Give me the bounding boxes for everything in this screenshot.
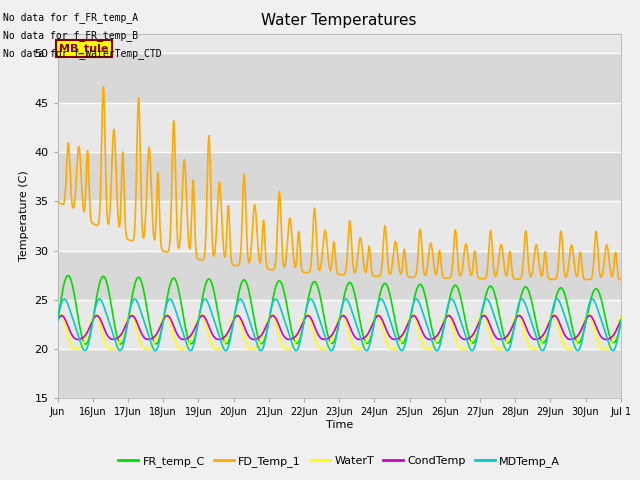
Bar [58, 201, 621, 251]
Text: MB_tule: MB_tule [60, 43, 109, 54]
Text: No data for f_FR_temp_A: No data for f_FR_temp_A [3, 12, 138, 23]
Y-axis label: Temperature (C): Temperature (C) [19, 170, 29, 262]
Bar [58, 103, 621, 152]
X-axis label: Time: Time [326, 420, 353, 430]
Legend: FR_temp_C, FD_Temp_1, WaterT, CondTemp, MDTemp_A: FR_temp_C, FD_Temp_1, WaterT, CondTemp, … [114, 451, 564, 471]
Text: No data for f_FR_temp_B: No data for f_FR_temp_B [3, 30, 138, 41]
Text: No data for f_WaterTemp_CTD: No data for f_WaterTemp_CTD [3, 48, 162, 60]
Bar [58, 300, 621, 349]
Title: Water Temperatures: Water Temperatures [262, 13, 417, 28]
Bar [58, 4, 621, 53]
